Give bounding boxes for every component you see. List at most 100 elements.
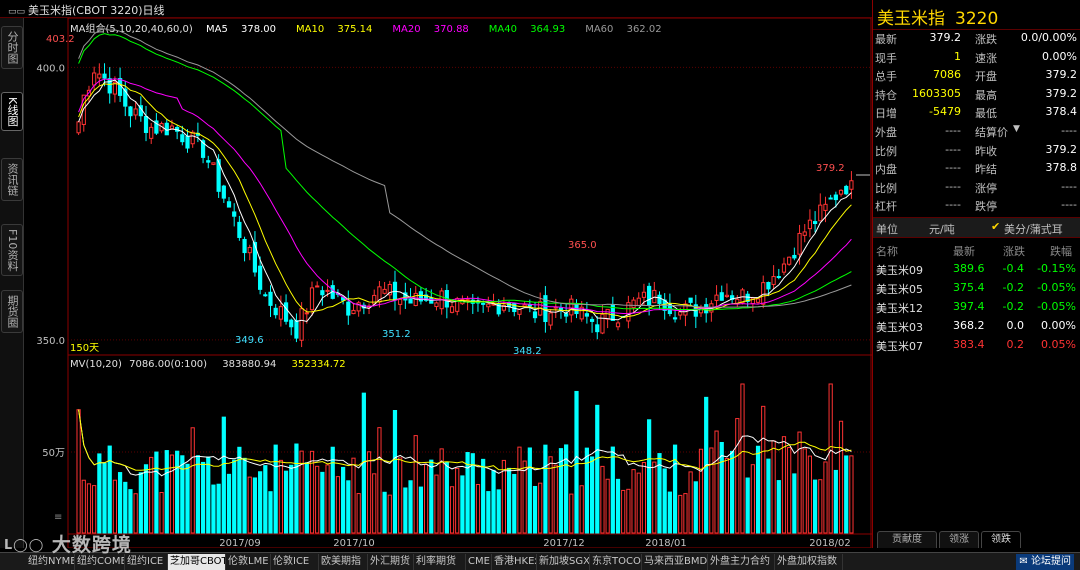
unit-option[interactable]: 美分/蒲式耳 bbox=[1004, 223, 1063, 236]
collapse-icon[interactable]: ≡ bbox=[54, 512, 62, 523]
contract-row[interactable]: 美玉米03 368.2 0.0 0.00% bbox=[873, 317, 1080, 336]
subtab-gainers[interactable]: 领涨 bbox=[939, 531, 979, 548]
col-chg[interactable]: 涨跌 bbox=[1003, 245, 1025, 258]
dropdown-arrow-icon[interactable]: ▼ bbox=[1013, 124, 1020, 134]
contract-row[interactable]: 美玉米09 389.6 -0.4 -0.15% bbox=[873, 260, 1080, 279]
quote-row-right: 涨跌 0.0/0.00% bbox=[973, 31, 1077, 50]
volume-bar bbox=[143, 464, 149, 534]
candle-body bbox=[564, 313, 569, 317]
market-tab[interactable]: 纽约COMEX bbox=[75, 554, 125, 570]
candle-body bbox=[294, 320, 299, 339]
volume-bar bbox=[403, 487, 408, 534]
volume-bar bbox=[527, 447, 532, 534]
volume-bar bbox=[439, 448, 444, 534]
candle-body bbox=[543, 295, 548, 323]
volume-bar bbox=[730, 450, 735, 534]
contract-pct: -0.05% bbox=[1037, 300, 1076, 313]
x-tick-label: 2017/12 bbox=[543, 538, 585, 548]
volume-bar bbox=[818, 479, 823, 534]
kline-chart[interactable]: MA组合(5,10,20,40,60,0) MA5 378.00 MA10 375… bbox=[24, 18, 872, 548]
forum-button[interactable]: ✉ 论坛提问 bbox=[1016, 554, 1074, 570]
market-tab[interactable]: 新加坡SGX bbox=[537, 554, 590, 570]
quote-code: 3220 bbox=[955, 9, 999, 29]
subtab-contribution[interactable]: 贡献度 bbox=[877, 531, 937, 548]
volume-bar bbox=[175, 450, 180, 534]
market-tab[interactable]: 伦敦ICE bbox=[271, 554, 319, 570]
volume-bar bbox=[740, 383, 745, 534]
quote-row-right: 结算价 ▼ ---- bbox=[973, 124, 1077, 143]
candle-body bbox=[403, 292, 408, 301]
candle-body bbox=[558, 307, 564, 310]
col-last[interactable]: 最新 bbox=[953, 245, 975, 258]
contract-row[interactable]: 美玉米07 383.4 0.2 0.05% bbox=[873, 336, 1080, 355]
volume-bar bbox=[133, 493, 138, 534]
market-tab[interactable]: 东京TOCOM bbox=[590, 554, 642, 570]
candle-body bbox=[688, 297, 693, 303]
market-tab[interactable]: 马来西亚BMD bbox=[642, 554, 708, 570]
volume-bar bbox=[812, 479, 818, 534]
volume-bar bbox=[589, 456, 595, 534]
quote-label: 杠杆 bbox=[875, 200, 897, 214]
market-tab[interactable]: 利率期货 bbox=[414, 554, 466, 570]
market-tab[interactable]: 欧美期指 bbox=[319, 554, 368, 570]
chart-canvas[interactable]: 400.0 350.0 150天 403.2 349.6 351.2 365.0 348.2 3… bbox=[24, 18, 872, 548]
quote-row-right: 最高 379.2 bbox=[973, 87, 1077, 106]
volume-bar bbox=[621, 489, 626, 534]
contract-chg: 0.2 bbox=[1006, 338, 1025, 351]
subtab-losers[interactable]: 领跌 bbox=[981, 531, 1021, 548]
candle-body bbox=[268, 291, 273, 306]
candle-body bbox=[449, 306, 455, 313]
quote-label: 昨收 bbox=[975, 144, 997, 158]
quote-value: 379.2 bbox=[929, 31, 962, 44]
contract-row[interactable]: 美玉米12 397.4 -0.2 -0.05% bbox=[873, 298, 1080, 317]
volume-bar bbox=[543, 444, 548, 534]
candle-body bbox=[517, 308, 522, 315]
market-tab[interactable]: 香港HKEx bbox=[492, 554, 537, 570]
market-tab[interactable]: CME bbox=[466, 554, 492, 570]
price-annotation: 403.2 bbox=[46, 34, 75, 45]
mv-legend: MV(10,20) 7086.00(0:100) 383880.94 35233… bbox=[70, 359, 346, 370]
volume-bar bbox=[667, 491, 672, 534]
market-tab[interactable]: 外盘主力合约 bbox=[708, 554, 775, 570]
volume-bar bbox=[766, 458, 771, 534]
view-tab-0[interactable]: 分时图 bbox=[1, 26, 23, 69]
market-tab[interactable]: 外汇期货 bbox=[368, 554, 414, 570]
volume-bar bbox=[413, 435, 418, 534]
candle-body bbox=[128, 106, 133, 117]
quote-label: 最高 bbox=[975, 88, 997, 102]
candle-body bbox=[501, 305, 507, 311]
volume-bar bbox=[92, 485, 97, 534]
ma-legend: MA组合(5,10,20,40,60,0) MA5 378.00 MA10 375… bbox=[70, 20, 692, 35]
volume-bar bbox=[538, 482, 543, 534]
market-tab[interactable]: 纽约ICE bbox=[125, 554, 168, 570]
candle-body bbox=[408, 298, 413, 304]
volume-bar bbox=[444, 461, 449, 534]
quote-row-left: 持仓 1603305 bbox=[873, 87, 961, 106]
view-tab-3[interactable]: F10资料 bbox=[1, 224, 23, 277]
market-tab[interactable]: 纽约NYMEX bbox=[26, 554, 75, 570]
view-tab-1[interactable]: K线图 bbox=[1, 92, 23, 132]
candle-body bbox=[724, 294, 730, 298]
quote-value: 0.00% bbox=[1042, 49, 1077, 63]
col-pct[interactable]: 跌幅 bbox=[1050, 245, 1072, 258]
watermark-icon: ᒪ◯◯ bbox=[4, 538, 45, 553]
mv-value-3: 352334.72 bbox=[291, 359, 346, 370]
candle-body bbox=[776, 276, 781, 279]
col-name[interactable]: 名称 bbox=[876, 245, 898, 258]
volume-bar bbox=[408, 480, 413, 534]
quote-value: ---- bbox=[1061, 198, 1077, 212]
candle-body bbox=[325, 289, 330, 292]
market-tab[interactable]: 芝加哥CBOT bbox=[168, 554, 226, 570]
volume-bar bbox=[423, 464, 429, 534]
quote-value: ---- bbox=[1061, 179, 1077, 193]
unit-value[interactable]: 元/吨 bbox=[929, 223, 955, 236]
market-tab[interactable]: 伦敦LME bbox=[226, 554, 271, 570]
view-tab-4[interactable]: 期货圈 bbox=[1, 290, 23, 333]
quote-row-left: 内盘 ---- bbox=[873, 161, 961, 180]
view-tab-2[interactable]: 资讯链 bbox=[1, 158, 23, 201]
market-tab[interactable]: 外盘加权指数 bbox=[775, 554, 843, 570]
contract-row[interactable]: 美玉米05 375.4 -0.2 -0.05% bbox=[873, 279, 1080, 298]
quote-value: 378.4 bbox=[1045, 105, 1078, 119]
ma-name: MA5 bbox=[205, 24, 228, 35]
volume-bar bbox=[377, 427, 382, 534]
